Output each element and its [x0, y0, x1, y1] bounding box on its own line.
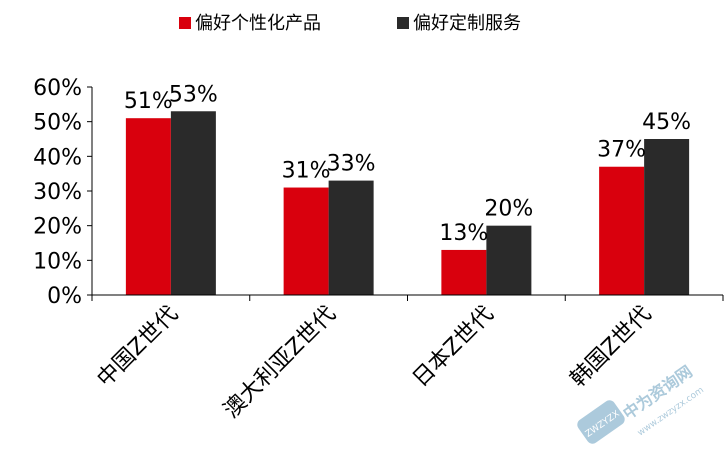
x-tick-label-1: 澳大利亚Z世代 — [219, 302, 341, 424]
value-label-3-0: 37% — [597, 138, 646, 163]
bar-2-1 — [486, 225, 532, 295]
bar-0-1 — [170, 111, 216, 296]
y-tick-label: 30% — [33, 180, 82, 205]
bar-2-0 — [441, 249, 487, 295]
y-tick-label: 60% — [33, 76, 82, 101]
bar-0-0 — [125, 118, 171, 295]
x-tick-label-0: 中国Z世代 — [93, 302, 184, 393]
bar-1-0 — [283, 187, 329, 295]
watermark-badge: ZWZYZX — [577, 400, 625, 444]
y-tick-label: 0% — [47, 284, 82, 309]
y-axis: 0% 10% 20% 30% 40% 50% 60% — [33, 76, 93, 309]
value-label-1-1: 33% — [327, 152, 376, 177]
value-label-3-1: 45% — [642, 110, 691, 135]
value-label-2-1: 20% — [484, 197, 533, 222]
x-tick-label-3: 韩国Z世代 — [566, 302, 657, 393]
legend-swatch-0 — [179, 17, 191, 29]
y-tick-label: 10% — [33, 249, 82, 274]
bars — [125, 111, 690, 296]
x-tick-label-2: 日本Z世代 — [408, 302, 499, 393]
value-labels: 51%53% 31%33% 13%20% 37% 45% — [124, 82, 691, 246]
legend-label-0: 偏好个性化产品 — [195, 13, 321, 34]
legend-swatch-1 — [397, 17, 409, 29]
legend-label-1: 偏好定制服务 — [413, 13, 521, 34]
bar-3-0 — [599, 166, 645, 295]
value-label-0-0: 51% — [124, 89, 173, 114]
y-tick-label: 20% — [33, 215, 82, 240]
value-label-1-0: 31% — [282, 159, 331, 184]
value-label-0-1: 53% — [169, 82, 218, 107]
y-tick-label: 50% — [33, 111, 82, 136]
y-tick-label: 40% — [33, 145, 82, 170]
value-label-2-0: 13% — [439, 221, 488, 246]
legend: 偏好个性化产品 偏好定制服务 — [179, 13, 521, 34]
bar-3-1 — [644, 139, 690, 295]
bar-1-1 — [328, 180, 374, 295]
